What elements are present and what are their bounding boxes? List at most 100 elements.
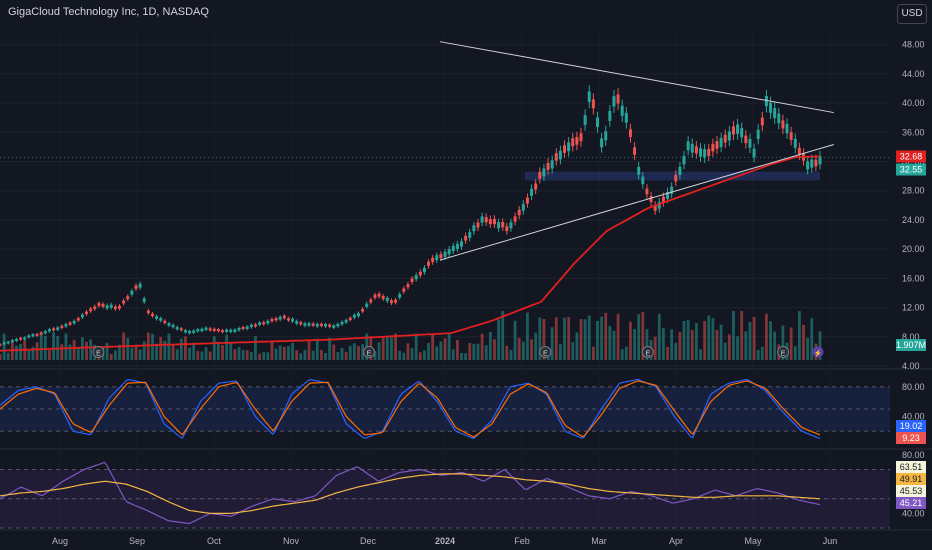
earnings-marker-icon: [92, 346, 105, 358]
volume-bar: [526, 312, 529, 360]
volume-bar: [542, 319, 546, 360]
candle-body: [600, 138, 604, 148]
candle-body: [237, 327, 241, 331]
candle-body: [10, 340, 14, 342]
volume-bar: [505, 345, 509, 360]
volume-bar: [410, 348, 414, 360]
candle-body: [299, 322, 303, 325]
candle-body: [591, 99, 595, 109]
candle-body: [47, 329, 51, 332]
candle-body: [229, 329, 233, 332]
volume-bar: [797, 311, 801, 360]
candle-body: [422, 267, 426, 273]
candle-body: [781, 120, 785, 129]
volume-bar: [497, 319, 500, 360]
candle-body: [571, 138, 575, 147]
volume-bar: [591, 346, 595, 360]
volume-bar: [806, 337, 810, 360]
candle-body: [736, 124, 740, 134]
volume-bar: [624, 346, 628, 360]
volume-bar: [307, 340, 311, 360]
price-axis-tick: 40.00: [902, 98, 925, 108]
candle-body: [657, 201, 661, 209]
candle-body: [666, 191, 670, 199]
price-axis-tick: 12.00: [902, 303, 925, 313]
candle-body: [282, 315, 286, 319]
volume-bar: [443, 338, 447, 360]
candle-body: [200, 328, 204, 332]
volume-bar: [818, 331, 822, 360]
stoch-band: [0, 386, 890, 432]
volume-bar: [781, 325, 785, 360]
candle-body: [633, 147, 637, 155]
candle-body: [723, 134, 727, 143]
candle-body: [142, 298, 146, 302]
candle-body: [460, 241, 464, 247]
volume-bar: [600, 316, 604, 360]
volume-bar: [332, 344, 336, 360]
candle-body: [773, 108, 777, 119]
stoch-value-label: [896, 432, 926, 444]
time-axis-tick: Dec: [360, 536, 377, 546]
volume-bar: [538, 317, 542, 360]
volume-bar: [163, 340, 167, 360]
resistance-trendline: [439, 41, 834, 114]
candle-body: [31, 334, 35, 337]
volume-bar: [64, 333, 68, 360]
volume-bar: [39, 332, 43, 360]
candle-body: [377, 293, 381, 297]
volume-bar: [480, 333, 484, 360]
volume-bar: [629, 321, 632, 360]
volume-bar: [229, 343, 233, 360]
candle-body: [344, 319, 348, 323]
volume-bar: [447, 333, 451, 360]
volume-bar: [373, 350, 377, 360]
candle-body: [270, 318, 274, 322]
volume-bar: [381, 337, 385, 360]
volume-bar: [216, 341, 220, 360]
currency-button[interactable]: USD: [897, 4, 927, 24]
candle-body: [328, 324, 332, 327]
candle-body: [356, 313, 360, 317]
volume-bar: [427, 343, 430, 360]
candle-body: [188, 330, 192, 334]
volume-bar: [344, 351, 348, 360]
volume-bar: [748, 321, 752, 360]
candle-body: [797, 147, 801, 155]
candle-body: [394, 299, 398, 303]
volume-bar: [113, 350, 117, 360]
chart-title: GigaCloud Technology Inc, 1D, NASDAQ: [8, 6, 209, 18]
candle-body: [0, 344, 2, 346]
volume-bar: [118, 344, 121, 360]
volume-bar: [719, 324, 723, 360]
candle-body: [620, 105, 624, 116]
candle-body: [60, 325, 64, 328]
volume-bar: [130, 347, 134, 360]
rsi-value-label: [896, 473, 926, 485]
candle-body: [637, 166, 641, 175]
candle-body: [52, 328, 56, 331]
volume-bar: [225, 334, 229, 360]
candle-body: [554, 153, 558, 161]
earnings-marker-icon: E: [543, 351, 548, 358]
candle-body: [703, 149, 707, 158]
candle-body: [122, 300, 126, 304]
volume-bar: [394, 333, 397, 360]
candle-body: [563, 145, 567, 153]
volume-bar: [608, 325, 612, 360]
volume-bar: [52, 332, 55, 360]
candle-body: [109, 304, 113, 308]
candle-body: [303, 323, 307, 326]
volume-bar: [237, 347, 241, 360]
volume-bar: [468, 343, 472, 360]
volume-bar: [31, 346, 35, 360]
earnings-marker-icon: E: [645, 351, 650, 358]
candle-body: [274, 318, 278, 321]
volume-bar: [596, 321, 599, 360]
volume-bar: [732, 311, 735, 360]
candle-body: [398, 294, 402, 298]
price-label: 32.68: [900, 152, 923, 162]
volume-bar: [249, 352, 253, 360]
candle-body: [769, 102, 773, 113]
